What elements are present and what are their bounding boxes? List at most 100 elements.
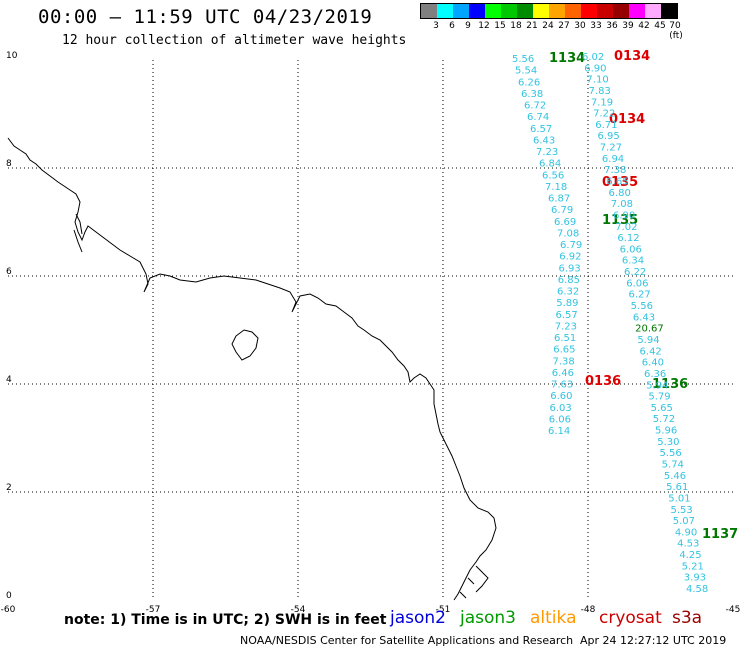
wave-height-value: 6.94 <box>602 154 624 165</box>
wave-height-value: 4.58 <box>686 584 708 595</box>
x-tick-label: -60 <box>1 605 16 615</box>
legend-swatch <box>469 4 485 18</box>
page-subtitle: 12 hour collection of altimeter wave hei… <box>62 33 407 48</box>
wave-height-value: 5.74 <box>662 459 684 470</box>
pass-time-label: 0134 <box>614 49 650 64</box>
wave-height-value: 5.72 <box>653 414 675 425</box>
wave-height-value: 5.89 <box>556 298 578 309</box>
legend-label: 30 <box>574 21 586 31</box>
x-tick-label: -51 <box>436 605 451 615</box>
legend-swatch <box>645 4 661 18</box>
wave-height-value: 6.65 <box>553 345 575 356</box>
legend-label: 39 <box>622 21 634 31</box>
wave-height-value: 7.08 <box>557 228 579 239</box>
wave-height-value: 6.71 <box>595 120 617 131</box>
wave-height-value: 6.90 <box>613 210 635 221</box>
y-tick-label: 4 <box>6 375 12 385</box>
legend-swatch <box>581 4 597 18</box>
wave-height-value: 5.54 <box>515 66 537 77</box>
wave-height-value: 4.53 <box>677 539 699 550</box>
legend-label: 45 <box>654 21 666 31</box>
wave-height-value: 6.36 <box>644 369 666 380</box>
wave-height-value: 7.22 <box>593 109 615 120</box>
y-tick-label: 6 <box>6 267 12 277</box>
wave-height-value: 7.19 <box>591 97 613 108</box>
wave-height-value: 6.60 <box>550 391 572 402</box>
legend-label: 24 <box>542 21 554 31</box>
wave-height-value: 6.40 <box>642 358 664 369</box>
wave-height-value: 6.26 <box>518 77 540 88</box>
wave-height-value: 5.94 <box>637 335 659 346</box>
wave-height-value: 6.51 <box>554 333 576 344</box>
legend-label: 6 <box>449 21 455 31</box>
x-tick-label: -45 <box>726 605 740 615</box>
wave-height-value: 5.53 <box>671 505 693 516</box>
satellite-name: cryosat <box>599 608 662 628</box>
y-tick-label: 0 <box>6 591 12 601</box>
legend-swatch <box>501 4 517 18</box>
legend-label: 21 <box>526 21 538 31</box>
map-grid: -60 -57 -54 -51 -48 -45 0 2 4 6 8 10 <box>1 51 740 615</box>
wave-height-value: 7.38 <box>604 165 626 176</box>
legend-swatch <box>533 4 549 18</box>
wave-height-value: 6.74 <box>527 112 549 123</box>
satellite-name: jason2 <box>390 608 446 628</box>
wave-height-value: 6.57 <box>556 310 578 321</box>
wave-height-value: 6.43 <box>633 312 655 323</box>
y-tick-label: 2 <box>6 483 12 493</box>
wave-height-value: 7.63 <box>551 380 573 391</box>
wave-height-value: 7.23 <box>536 147 558 158</box>
wave-height-value: 7.18 <box>545 182 567 193</box>
wave-height-value: 6.43 <box>533 135 555 146</box>
coast-detail <box>73 213 489 599</box>
wave-height-value: 6.02 <box>582 52 604 63</box>
wave-height-value: 5.21 <box>682 561 704 572</box>
pass-time-label: 1136 <box>652 377 688 392</box>
wave-height-value: 6.93 <box>559 263 581 274</box>
pass-time-labels: 0134 0134 0135 0136 1134 1135 1136 1137 <box>549 49 738 542</box>
wave-height-value: 6.80 <box>609 188 631 199</box>
legend-swatch <box>597 4 613 18</box>
legend-swatch <box>613 4 629 18</box>
pass-time-label: 1135 <box>602 213 638 228</box>
wave-height-value: 7.83 <box>589 86 611 97</box>
wave-height-value: 6.65 <box>606 177 628 188</box>
footer-note: note: 1) Time is in UTC; 2) SWH is in fe… <box>64 612 387 628</box>
legend-labels: 3 6 9 12 15 18 21 24 27 30 33 36 39 42 45 70 (ft) <box>420 19 683 41</box>
wave-height-value: 6.69 <box>554 217 576 228</box>
color-legend: 3 6 9 12 15 18 21 24 27 30 33 36 39 42 45 70 (ft) <box>420 3 683 41</box>
legend-swatch <box>517 4 533 18</box>
wave-height-value: 6.03 <box>550 403 572 414</box>
wave-height-value: 6.72 <box>524 101 546 112</box>
wave-height-value: 5.61 <box>666 482 688 493</box>
x-tick-label: -54 <box>291 605 306 615</box>
wave-height-value: 6.84 <box>539 159 561 170</box>
legend-label: 33 <box>590 21 602 31</box>
wave-height-value: 7.38 <box>553 356 575 367</box>
wave-height-value: 6.34 <box>622 256 644 267</box>
wave-height-value: 6.56 <box>542 170 564 181</box>
y-tick-label: 8 <box>6 159 12 169</box>
wave-height-value: 20.67 <box>635 324 664 335</box>
legend-swatch <box>549 4 565 18</box>
timestamp-text: Apr 24 12:27:12 UTC 2019 <box>580 634 727 647</box>
wave-height-value: 6.06 <box>620 244 642 255</box>
wave-height-value: 5.56 <box>659 448 681 459</box>
wave-height-value: 6.14 <box>548 426 570 437</box>
wave-height-value: 5.94 <box>646 380 668 391</box>
pass-time-label: 0135 <box>602 175 638 190</box>
coastline <box>7 137 497 601</box>
wave-height-value: 5.96 <box>655 426 677 437</box>
legend-swatch <box>485 4 501 18</box>
wave-height-value: 6.87 <box>548 194 570 205</box>
x-tick-label: -48 <box>581 605 596 615</box>
island <box>231 329 259 361</box>
legend-swatch <box>565 4 581 18</box>
wave-height-value: 7.10 <box>586 75 608 86</box>
legend-label: 12 <box>478 21 490 31</box>
wave-height-value: 5.46 <box>664 471 686 482</box>
track-left-pass: 5.565.546.266.386.726.746.576.437.236.84… <box>512 54 582 437</box>
wave-height-value: 7.27 <box>600 143 622 154</box>
legend-label: 70 (ft) <box>669 21 683 41</box>
wave-height-value: 7.08 <box>611 199 633 210</box>
